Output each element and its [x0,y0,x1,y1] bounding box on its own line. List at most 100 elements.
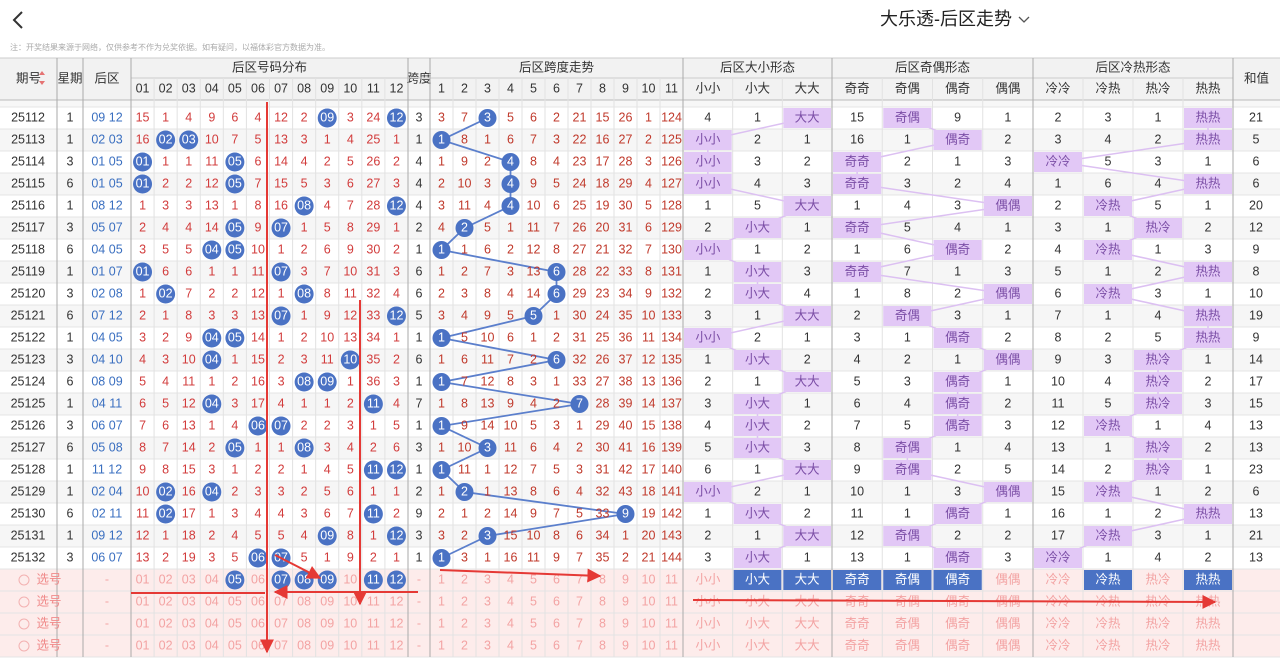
pick-number[interactable]: 12 [390,572,404,586]
pick-span[interactable]: 8 [599,594,606,608]
pick-span[interactable]: 9 [622,616,629,630]
pick-number[interactable]: 02 [159,616,173,630]
pick-span[interactable]: 11 [665,594,678,608]
pick-number[interactable]: 10 [343,572,357,586]
pick-form[interactable]: 奇奇 [845,616,870,630]
picker-radio[interactable] [18,596,30,608]
picker-radio[interactable] [18,640,30,652]
pick-form[interactable]: 奇偶 [895,616,920,630]
pick-number[interactable]: 01 [136,616,150,630]
pick-span[interactable]: 9 [622,594,629,608]
pick-number[interactable]: 09 [320,616,334,630]
pick-span[interactable]: 5 [530,572,537,586]
pick-form[interactable]: 偶偶 [995,638,1020,652]
pick-number[interactable]: 04 [205,572,219,586]
pick-span[interactable]: 3 [484,638,491,652]
pick-number[interactable]: 08 [297,594,311,608]
title-dropdown[interactable] [1018,16,1030,23]
pick-number[interactable]: 09 [320,638,334,652]
pick-span[interactable]: 11 [665,572,678,586]
pick-form[interactable]: 冷冷 [1045,616,1070,630]
pick-form[interactable]: 大大 [795,572,820,586]
pick-form[interactable]: 偶偶 [995,572,1020,586]
pick-number[interactable]: 11 [367,594,380,608]
pick-number[interactable]: 01 [136,572,150,586]
pick-span[interactable]: 4 [507,638,514,652]
pick-span[interactable]: 2 [461,616,468,630]
pick-span[interactable]: 10 [642,638,656,652]
pick-number[interactable]: 10 [343,638,357,652]
pick-number[interactable]: 03 [182,638,196,652]
pick-number[interactable]: 08 [297,638,311,652]
pick-span[interactable]: 7 [576,594,583,608]
pick-form[interactable]: 热热 [1195,616,1221,630]
pick-form[interactable]: 小大 [745,638,770,652]
pick-span[interactable]: 10 [642,594,656,608]
pick-form[interactable]: 冷冷 [1045,638,1070,652]
pick-number[interactable]: 02 [159,594,173,608]
pick-span[interactable]: 2 [461,638,468,652]
pick-span[interactable]: 10 [642,572,656,586]
pick-form[interactable]: 奇奇 [845,638,870,652]
pick-span[interactable]: 1 [438,616,445,630]
pick-span[interactable]: 6 [553,572,560,586]
pick-number[interactable]: 06 [251,572,265,586]
pick-form[interactable]: 偶奇 [945,616,970,630]
pick-span[interactable]: 4 [507,616,514,630]
pick-span[interactable]: 11 [665,616,678,630]
pick-number[interactable]: 06 [251,638,265,652]
pick-form[interactable]: 偶偶 [995,616,1020,630]
pick-number[interactable]: 02 [159,572,173,586]
pick-span[interactable]: 6 [553,594,560,608]
pick-span[interactable]: 4 [507,594,514,608]
pick-number[interactable]: 07 [274,594,288,608]
pick-form[interactable]: 热热 [1195,572,1221,586]
pick-number[interactable]: 01 [136,638,150,652]
pick-number[interactable]: 04 [205,638,219,652]
pick-number[interactable]: 03 [182,594,196,608]
picker-radio[interactable] [18,574,30,586]
pick-form[interactable]: 小大 [745,594,770,608]
pick-number[interactable]: 03 [182,616,196,630]
pick-span[interactable]: 8 [599,616,606,630]
back-button[interactable] [12,11,23,29]
pick-number[interactable]: 07 [274,616,288,630]
pick-span[interactable]: 6 [553,616,560,630]
pick-span[interactable]: 3 [484,616,491,630]
pick-number[interactable]: 11 [367,616,380,630]
pick-span[interactable]: 11 [665,638,678,652]
pick-form[interactable]: 热热 [1195,638,1221,652]
pick-span[interactable]: 9 [622,572,629,586]
pick-span[interactable]: 1 [438,572,445,586]
pick-form[interactable]: 热冷 [1145,638,1170,652]
pick-form[interactable]: 冷冷 [1045,572,1070,586]
pick-form[interactable]: 小小 [695,572,721,586]
pick-span[interactable]: 4 [507,572,514,586]
pick-span[interactable]: 2 [461,572,468,586]
pick-form[interactable]: 冷热 [1095,638,1121,652]
pick-number[interactable]: 04 [205,594,219,608]
pick-span[interactable]: 7 [576,616,583,630]
pick-span[interactable]: 1 [438,594,445,608]
pick-number[interactable]: 05 [228,572,242,586]
pick-form[interactable]: 偶奇 [945,638,970,652]
pick-span[interactable]: 5 [530,594,537,608]
pick-span[interactable]: 2 [461,594,468,608]
pick-number[interactable]: 12 [390,616,404,630]
pick-number[interactable]: 05 [228,638,242,652]
pick-form[interactable]: 小大 [745,616,770,630]
pick-number[interactable]: 08 [297,572,311,586]
pick-form[interactable]: 小小 [695,594,721,608]
pick-number[interactable]: 07 [274,572,288,586]
pick-number[interactable]: 10 [343,616,357,630]
pick-number[interactable]: 11 [367,638,380,652]
pick-number[interactable]: 04 [205,616,219,630]
pick-span[interactable]: 3 [484,572,491,586]
pick-span[interactable]: 8 [599,572,606,586]
pick-number[interactable]: 12 [390,638,404,652]
pick-number[interactable]: 12 [390,594,404,608]
pick-form[interactable]: 小小 [695,616,721,630]
pick-form[interactable]: 奇偶 [895,638,920,652]
pick-span[interactable]: 7 [576,638,583,652]
pick-form[interactable]: 奇奇 [845,572,870,586]
